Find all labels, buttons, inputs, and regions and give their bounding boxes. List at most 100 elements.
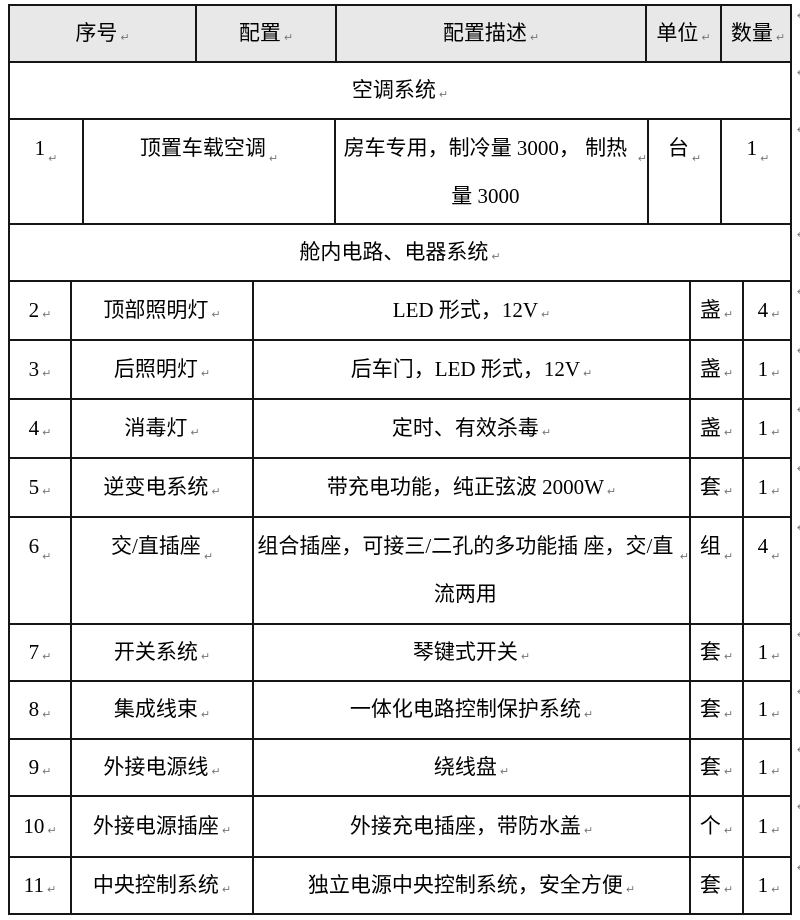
seq-cell: 4 bbox=[10, 400, 70, 457]
header-desc-cell-text: 配置描述 bbox=[442, 20, 527, 45]
config-cell: 中央控制系统 bbox=[70, 858, 252, 913]
paragraph-mark-icon bbox=[47, 883, 56, 896]
configuration-table: 序号 配置 配置描述 单位 数量空调系统 1 顶置车载空调 房车专用，制冷量 3000， 制热… bbox=[8, 4, 800, 915]
unit-cell-text: 套 bbox=[699, 754, 721, 779]
paragraph-mark-icon bbox=[584, 708, 593, 721]
desc-cell-text: 独立电源中央控制系统，安全方便 bbox=[307, 872, 623, 897]
item-row: 10 外接电源插座 外接充电插座，带防水盖 个 1 bbox=[10, 795, 800, 856]
qty-cell-text: 4 bbox=[757, 534, 769, 558]
seq-cell: 11 bbox=[10, 858, 70, 913]
paragraph-mark-icon bbox=[190, 426, 199, 439]
config-cell-text: 外接电源插座 bbox=[92, 813, 219, 838]
desc-cell: 琴键式开关 bbox=[252, 625, 689, 680]
paragraph-mark-icon bbox=[541, 308, 550, 321]
paragraph-mark-icon bbox=[491, 250, 500, 263]
paragraph-mark-icon bbox=[42, 367, 51, 380]
qty-cell: 4 bbox=[742, 282, 794, 339]
config-cell: 消毒灯 bbox=[70, 400, 252, 457]
unit-cell: 组 bbox=[689, 518, 742, 623]
header-config-cell: 配置 bbox=[195, 6, 335, 61]
paragraph-mark-icon bbox=[771, 883, 780, 896]
config-cell: 顶置车载空调 bbox=[82, 120, 334, 223]
paragraph-mark-icon bbox=[222, 824, 231, 837]
qty-cell: 1 bbox=[742, 858, 794, 913]
qty-cell-text: 1 bbox=[757, 474, 769, 499]
unit-cell-text: 套 bbox=[699, 639, 721, 664]
paragraph-mark-icon bbox=[42, 426, 51, 439]
item-row: 6 交/直插座 组合插座，可接三/二孔的多功能插 座，交/直流两用 组 4 bbox=[10, 516, 800, 623]
header-qty-cell-text: 数量 bbox=[730, 20, 773, 45]
paragraph-mark-icon bbox=[760, 152, 769, 165]
item-row: 1 顶置车载空调 房车专用，制冷量 3000， 制热量 3000 台 1 bbox=[10, 118, 800, 223]
paragraph-mark-icon bbox=[724, 708, 733, 721]
item-row: 4 消毒灯 定时、有效杀毒 盏 1 bbox=[10, 398, 800, 457]
seq-cell-text: 7 bbox=[28, 639, 40, 664]
desc-cell: LED 形式，12V bbox=[252, 282, 689, 339]
paragraph-mark-icon bbox=[724, 883, 733, 896]
paragraph-mark-icon bbox=[724, 367, 733, 380]
qty-cell: 1 bbox=[742, 625, 794, 680]
unit-cell-text: 台 bbox=[667, 136, 689, 160]
paragraph-mark-icon bbox=[201, 708, 210, 721]
paragraph-mark-icon bbox=[638, 152, 647, 165]
item-row: 8 集成线束 一体化电路控制保护系统 套 1 bbox=[10, 680, 800, 738]
unit-cell: 盏 bbox=[689, 282, 742, 339]
unit-cell-text: 套 bbox=[699, 474, 721, 499]
paragraph-mark-icon bbox=[701, 31, 710, 44]
unit-cell: 盏 bbox=[689, 341, 742, 398]
header-unit-cell: 单位 bbox=[645, 6, 720, 61]
unit-cell-text: 盏 bbox=[699, 297, 721, 322]
qty-cell-text: 1 bbox=[757, 639, 769, 664]
config-cell: 外接电源线 bbox=[70, 740, 252, 795]
paragraph-mark-icon bbox=[269, 152, 278, 165]
desc-cell: 组合插座，可接三/二孔的多功能插 座，交/直流两用 bbox=[252, 518, 689, 623]
config-cell-text: 集成线束 bbox=[113, 697, 198, 722]
paragraph-mark-icon bbox=[42, 550, 51, 563]
header-config-cell-text: 配置 bbox=[238, 20, 281, 45]
qty-cell-text: 1 bbox=[757, 415, 769, 440]
config-cell-text: 逆变电系统 bbox=[103, 474, 209, 499]
qty-cell-text: 1 bbox=[757, 754, 769, 779]
desc-cell-text: 一体化电路控制保护系统 bbox=[349, 697, 581, 722]
seq-cell: 2 bbox=[10, 282, 70, 339]
paragraph-mark-icon bbox=[771, 824, 780, 837]
paragraph-mark-icon bbox=[439, 88, 448, 101]
paragraph-mark-icon bbox=[724, 650, 733, 663]
paragraph-mark-icon bbox=[724, 765, 733, 778]
paragraph-mark-icon bbox=[771, 367, 780, 380]
paragraph-mark-icon bbox=[626, 883, 635, 896]
paragraph-mark-icon bbox=[724, 426, 733, 439]
section-label: 舱内电路、电器系统 bbox=[10, 225, 790, 280]
config-cell-text: 交/直插座 bbox=[110, 534, 201, 558]
seq-cell-text: 11 bbox=[23, 872, 44, 897]
paragraph-mark-icon bbox=[776, 31, 785, 44]
qty-cell: 1 bbox=[720, 120, 794, 223]
paragraph-mark-icon bbox=[724, 824, 733, 837]
paragraph-mark-icon bbox=[211, 308, 220, 321]
config-cell-text: 顶置车载空调 bbox=[139, 136, 266, 160]
desc-cell-text: 组合插座，可接三/二孔的多功能插 座，交/直流两用 bbox=[257, 534, 674, 606]
paragraph-mark-icon bbox=[222, 883, 231, 896]
paragraph-mark-icon bbox=[48, 152, 57, 165]
section-label-text: 舱内电路、电器系统 bbox=[299, 239, 489, 264]
desc-cell-text: 绕线盘 bbox=[433, 754, 497, 779]
seq-cell: 6 bbox=[10, 518, 70, 623]
desc-cell-text: 定时、有效杀毒 bbox=[391, 415, 539, 440]
qty-cell-text: 4 bbox=[757, 297, 769, 322]
desc-cell: 一体化电路控制保护系统 bbox=[252, 682, 689, 738]
seq-cell-text: 2 bbox=[28, 297, 40, 322]
paragraph-mark-icon bbox=[771, 708, 780, 721]
paragraph-mark-icon bbox=[583, 367, 592, 380]
seq-cell-text: 6 bbox=[28, 534, 40, 558]
config-cell-text: 开关系统 bbox=[113, 639, 198, 664]
section-label: 空调系统 bbox=[10, 63, 790, 118]
seq-cell-text: 1 bbox=[34, 136, 46, 160]
header-desc-cell: 配置描述 bbox=[335, 6, 645, 61]
paragraph-mark-icon bbox=[201, 650, 210, 663]
paragraph-mark-icon bbox=[771, 308, 780, 321]
unit-cell: 套 bbox=[689, 858, 742, 913]
seq-cell: 9 bbox=[10, 740, 70, 795]
item-row: 7 开关系统 琴键式开关 套 1 bbox=[10, 623, 800, 680]
paragraph-mark-icon bbox=[500, 765, 509, 778]
